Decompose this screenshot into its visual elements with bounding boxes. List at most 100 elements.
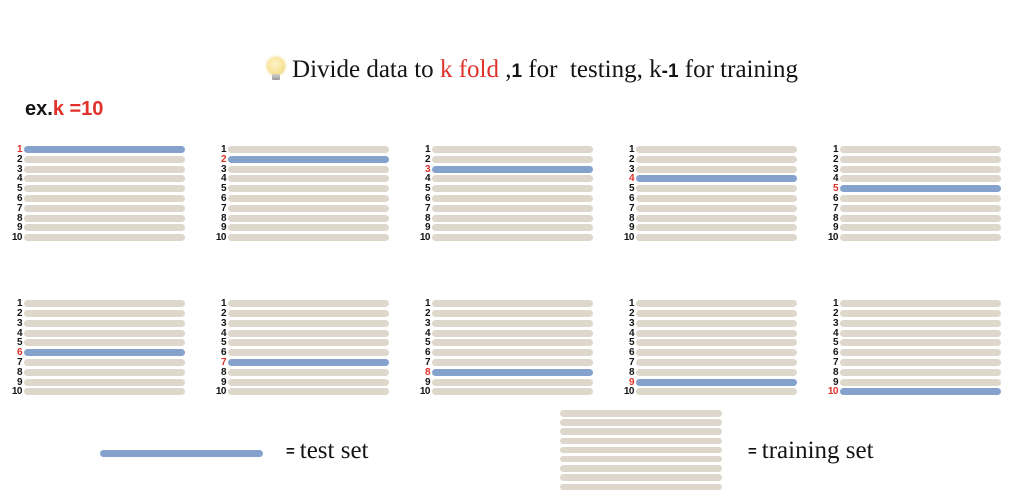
fold-row: 6: [620, 192, 797, 204]
training-bar: [24, 185, 185, 193]
training-bar: [228, 339, 389, 347]
training-bar: [24, 155, 185, 163]
fold-panel-8: 1 2 3 4 5 6 7 8 9 10: [416, 298, 593, 397]
row-number: 9: [424, 376, 431, 388]
training-bar: [840, 339, 1001, 347]
equals-sign: =: [286, 442, 295, 460]
training-bar: [432, 146, 593, 153]
fold-row: 6: [8, 192, 185, 204]
row-number: 10: [419, 232, 431, 244]
row-number: 3: [832, 163, 839, 175]
title-segments: Divide data to k fold ,1 for testing, k-…: [292, 56, 798, 84]
training-bar: [24, 378, 185, 386]
row-number: 7: [832, 202, 839, 214]
training-bar: [432, 234, 593, 242]
training-bar: [636, 349, 797, 357]
fold-row: 9: [824, 223, 1001, 233]
training-bar: [636, 388, 797, 396]
row-number: 1: [424, 298, 431, 310]
fold-row: 2: [620, 307, 797, 319]
row-number: 2: [424, 153, 431, 165]
row-number: 1: [16, 298, 23, 310]
fold-row: 10: [8, 386, 185, 398]
fold-row: 8: [416, 366, 593, 378]
row-number: 4: [832, 327, 839, 339]
fold-panel-7: 1 2 3 4 5 6 7 8 9 10: [212, 299, 389, 397]
training-bar: [432, 194, 593, 202]
row-number: 6: [424, 347, 431, 359]
fold-row: 6: [416, 193, 593, 203]
fold-row: 5: [212, 184, 389, 194]
row-number: 10: [11, 386, 23, 398]
fold-row: 1: [8, 298, 185, 310]
row-number: 4: [628, 173, 635, 185]
row-number: 6: [832, 192, 839, 204]
title-segment: Divide data to: [292, 56, 440, 83]
row-number: 8: [832, 212, 839, 224]
row-number: 4: [832, 173, 839, 185]
training-bar: [840, 146, 1001, 153]
training-bar: [432, 175, 593, 183]
fold-row: 4: [416, 328, 593, 338]
fold-row: 4: [212, 174, 389, 184]
training-bar: [432, 358, 593, 366]
fold-row: 6: [8, 348, 185, 358]
training-bar: [840, 204, 1001, 212]
training-bar: [228, 378, 389, 386]
training-bar: [228, 194, 389, 202]
row-number: 1: [832, 144, 839, 155]
training-bar: [636, 339, 797, 347]
training-bar: [228, 234, 389, 242]
fold-row: 7: [212, 357, 389, 367]
row-number: 8: [424, 366, 431, 378]
row-number: 1: [424, 144, 431, 155]
fold-row: 9: [8, 223, 185, 233]
row-number: 6: [16, 192, 23, 204]
row-number: 2: [628, 307, 635, 319]
training-bar: [840, 329, 1001, 337]
fold-row: 3: [212, 164, 389, 174]
fold-row: 10: [620, 386, 797, 398]
fold-row: 6: [212, 347, 389, 359]
training-bar: [840, 155, 1001, 163]
training-bar: [560, 483, 722, 490]
lightbulb-globe: [267, 57, 286, 75]
training-bar: [432, 155, 593, 163]
row-number: 3: [628, 317, 635, 329]
fold-row: 8: [824, 212, 1001, 224]
training-bar: [24, 368, 185, 376]
row-number: 6: [628, 192, 635, 204]
training-bar: [228, 175, 389, 183]
row-number: 7: [220, 202, 227, 214]
training-bar: [560, 419, 722, 426]
fold-row: 6: [824, 348, 1001, 358]
fold-row: 5: [212, 337, 389, 349]
fold-row: 7: [620, 357, 797, 367]
fold-row: 2: [824, 154, 1001, 164]
fold-row: 8: [212, 213, 389, 223]
row-number: 4: [628, 327, 635, 339]
training-bar: [560, 455, 722, 463]
title-segment: for testing, k: [522, 56, 662, 83]
example-label: ex.k =10: [25, 98, 103, 121]
row-number: 10: [827, 232, 839, 244]
row-number: 10: [623, 386, 635, 398]
lightbulb-icon: [266, 57, 286, 83]
row-number: 3: [424, 317, 431, 329]
training-bar: [228, 349, 389, 357]
row-number: 5: [220, 337, 227, 349]
row-number: 5: [832, 337, 839, 349]
legend-test-text: test set: [299, 437, 369, 464]
training-bar: [840, 309, 1001, 317]
equals-sign: =: [748, 442, 757, 460]
training-bar: [636, 204, 797, 212]
row-number: 1: [628, 298, 635, 310]
row-number: 7: [16, 356, 23, 368]
row-number: 6: [220, 347, 227, 359]
fold-row: 8: [212, 367, 389, 377]
training-bar: [228, 388, 389, 396]
training-bar: [24, 214, 185, 222]
test-bar: [432, 368, 593, 376]
training-bar: [24, 309, 185, 317]
training-bar: [432, 300, 593, 308]
